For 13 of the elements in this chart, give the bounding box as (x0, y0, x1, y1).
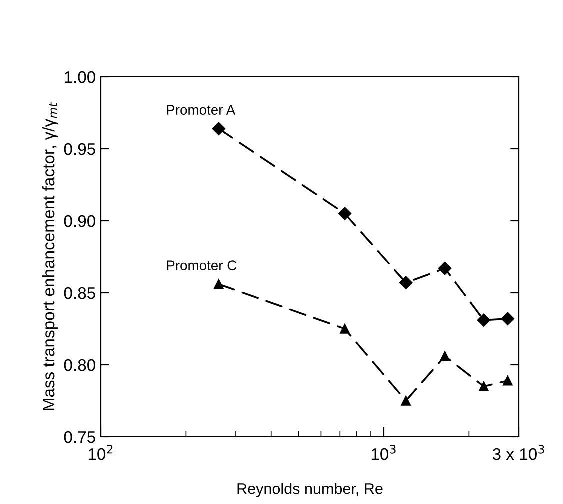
series-label: Promoter A (167, 105, 236, 115)
series-label: Promoter C (167, 260, 237, 271)
y-tick-label: 0.85 (64, 287, 96, 300)
x-tick-label: 3 x 10$^{3}$ (492, 445, 544, 460)
x-tick-label: 10$^{3}$ (372, 445, 396, 460)
y-tick-label: 0.75 (64, 431, 96, 444)
y-axis-title: Mass transport enhancement factor, γ/γ$_{mt}$ (42, 102, 58, 410)
x-axis-title: Reynolds number, Re (238, 483, 383, 498)
y-tick-label: 1.00 (64, 71, 96, 84)
y-tick-label: 0.95 (64, 143, 96, 156)
y-tick-label: 0.90 (64, 215, 96, 228)
x-tick-label: 10$^{2}$ (88, 445, 113, 460)
y-tick-label: 0.80 (64, 359, 96, 372)
